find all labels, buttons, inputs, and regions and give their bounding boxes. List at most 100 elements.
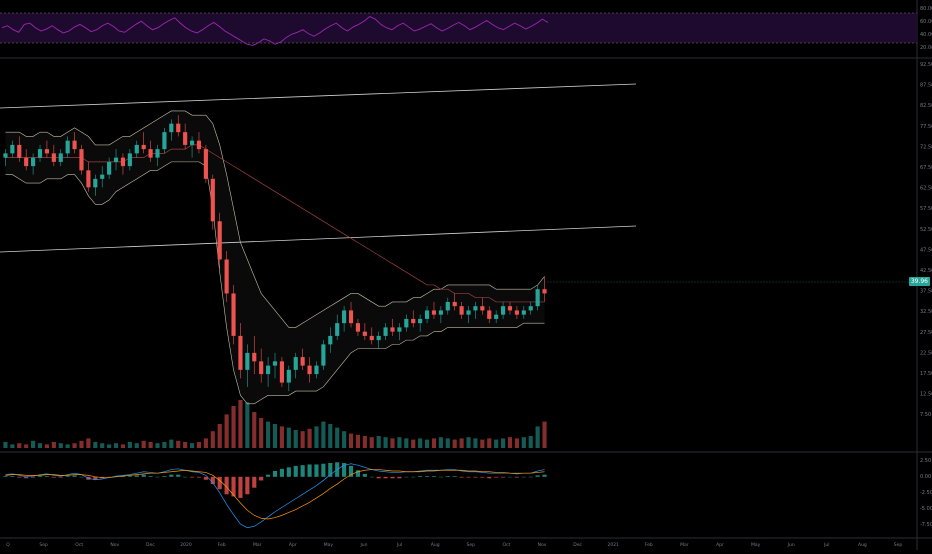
macd-histogram-bar	[535, 475, 540, 477]
price-tick-label: 12.50	[920, 392, 932, 398]
volume-bar	[58, 443, 63, 448]
candle-body	[259, 361, 264, 375]
macd-histogram-bar	[37, 476, 43, 477]
volume-bar	[238, 400, 243, 448]
volume-bar	[445, 438, 450, 448]
candle-body	[155, 149, 160, 158]
candle-body	[362, 331, 367, 336]
price-tick-label: 17.50	[920, 371, 932, 377]
time-axis-label: Jun	[359, 542, 367, 548]
macd-histogram-bar	[355, 470, 361, 477]
volume-bar	[300, 431, 305, 448]
macd-histogram-bar	[17, 476, 22, 478]
volume-bar	[390, 438, 395, 448]
macd-histogram-bar	[501, 476, 506, 478]
candle-body	[466, 310, 471, 315]
volume-bar	[369, 437, 374, 448]
rsi-tick-label: 20.00	[920, 45, 932, 51]
macd-histogram-bar	[141, 474, 146, 477]
candle-body	[266, 365, 271, 375]
volume-bar	[93, 442, 98, 448]
candle-body	[535, 289, 540, 307]
volume-bar	[31, 440, 36, 448]
volume-bar	[51, 442, 56, 448]
candle-body	[148, 149, 153, 158]
candle-body	[134, 144, 139, 154]
candle-body	[176, 123, 181, 133]
volume-bar	[501, 438, 506, 448]
macd-histogram-bar	[404, 476, 409, 478]
price-tick-label: 27.50	[920, 330, 932, 336]
time-axis-label: Oct	[75, 542, 83, 548]
candle-body	[404, 318, 409, 328]
candle-body	[51, 153, 56, 162]
macd-histogram-bar	[307, 464, 312, 477]
candle-body	[390, 327, 395, 332]
volume-bar	[107, 444, 112, 448]
macd-histogram-bar	[272, 471, 278, 477]
candle-body	[376, 335, 381, 341]
candle-body	[300, 357, 305, 366]
volume-bar	[452, 439, 457, 448]
candle-body	[369, 335, 374, 341]
volume-bar	[355, 434, 361, 448]
candle-body	[279, 361, 284, 383]
volume-bar	[362, 436, 367, 448]
macd-tick-label: 0.00	[920, 474, 931, 480]
candle-body	[196, 140, 202, 150]
volume-bar	[100, 443, 105, 448]
lower-trendline	[0, 225, 637, 253]
candle-body	[286, 369, 291, 383]
macd-histogram-bar	[162, 476, 167, 477]
time-axis-label: Feb	[645, 542, 653, 548]
candle-body	[342, 310, 347, 324]
volume-bar	[259, 418, 264, 448]
candle-body	[169, 123, 174, 133]
macd-histogram-bar	[266, 474, 271, 477]
candle-body	[487, 310, 492, 319]
time-axis-label: Aug	[431, 542, 440, 548]
macd-signal-line	[5, 469, 545, 520]
time-axis-label: Nov	[538, 542, 547, 548]
volume-bar	[272, 424, 278, 448]
macd-histogram-bar	[72, 475, 77, 477]
time-axis-label: Q	[6, 542, 10, 548]
volume-bar	[376, 436, 381, 448]
candle-body	[397, 327, 402, 332]
volume-bar	[134, 443, 139, 448]
time-axis-label: Jun	[787, 542, 795, 548]
candle-body	[17, 144, 22, 158]
candle-body	[459, 306, 464, 315]
macd-histogram-bar	[231, 476, 236, 497]
macd-histogram-bar	[521, 476, 526, 478]
macd-histogram-bar	[196, 476, 202, 478]
macd-histogram-bar	[383, 476, 388, 479]
macd-histogram-bar	[259, 476, 264, 481]
macd-histogram-bar	[169, 474, 174, 477]
time-axis-label: Apr	[289, 542, 297, 548]
candle-body	[245, 352, 250, 370]
candle-body	[141, 144, 146, 150]
volume-bar	[307, 428, 312, 448]
macd-histogram-bar	[134, 475, 139, 477]
macd-histogram-bar	[314, 464, 319, 477]
time-axis-label: Sep	[39, 542, 48, 548]
macd-histogram-bar	[252, 476, 257, 488]
macd-histogram-bar	[542, 474, 547, 477]
candle-body	[314, 365, 319, 375]
volume-bar	[17, 443, 22, 448]
candle-body	[79, 149, 84, 171]
volume-bar	[424, 439, 430, 448]
volume-bar	[487, 438, 492, 448]
time-axis-label: Nov	[110, 542, 119, 548]
macd-histogram-bar	[148, 476, 153, 477]
volume-bar	[231, 406, 236, 448]
candle-body	[293, 357, 298, 370]
time-axis-label: Dec	[573, 542, 582, 548]
volume-bar	[535, 426, 540, 448]
rsi-tick-label: 80.00	[920, 6, 932, 12]
macd-histogram-bar	[507, 476, 513, 478]
bollinger-fill	[5, 110, 545, 404]
volume-bar	[252, 412, 257, 448]
